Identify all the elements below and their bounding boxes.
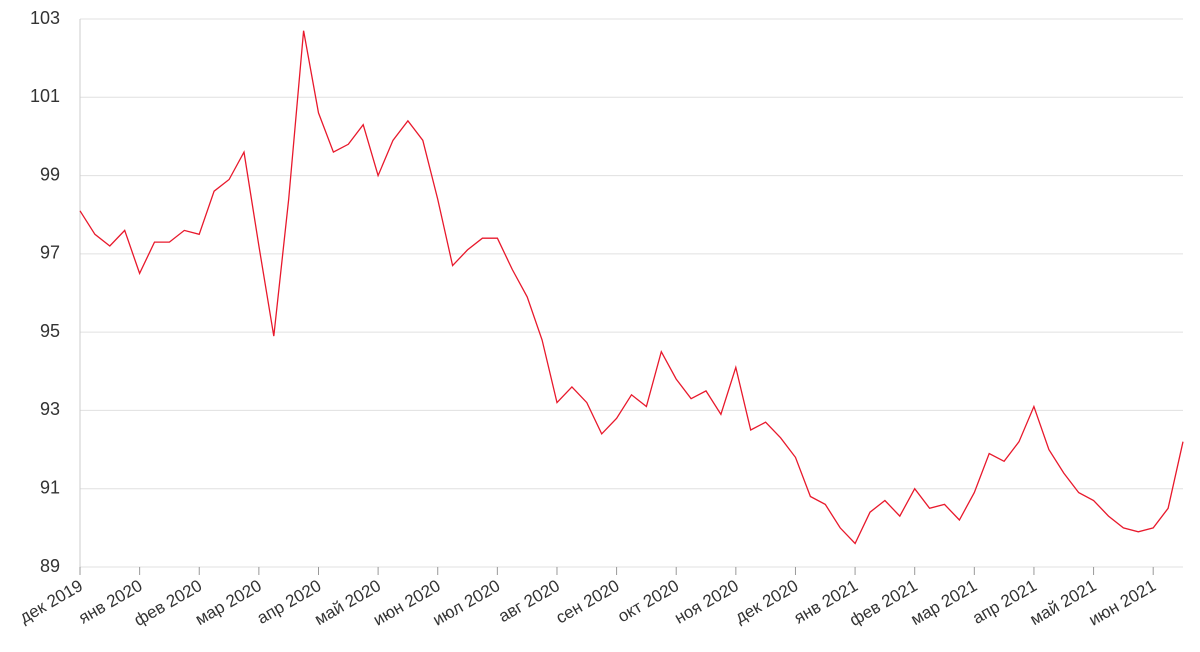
x-tick-label: ноя 2020: [671, 576, 742, 628]
x-tick-label: апр 2021: [969, 576, 1040, 628]
x-tick-label: май 2021: [1027, 576, 1100, 629]
x-tick-label: фев 2021: [846, 576, 920, 630]
y-tick-label: 97: [40, 243, 60, 263]
x-tick-label: июн 2020: [370, 576, 444, 630]
x-tick-label: июл 2020: [429, 576, 503, 630]
x-tick-label: апр 2020: [254, 576, 325, 628]
x-tick-label: дек 2019: [16, 576, 86, 627]
line: [79, 30, 1184, 545]
x-tick-label: июн 2021: [1085, 576, 1159, 630]
x-tick-label: авг 2020: [495, 576, 563, 626]
x-tick-label: фев 2020: [131, 576, 205, 630]
y-tick-label: 99: [40, 164, 60, 184]
x-tick-label: окт 2020: [614, 576, 682, 626]
y-tick-label: 95: [40, 321, 60, 341]
y-tick-label: 103: [30, 8, 60, 28]
x-tick-label: сен 2020: [553, 576, 623, 627]
y-tick-label: 91: [40, 477, 60, 497]
y-tick-label: 89: [40, 556, 60, 576]
y-tick-label: 93: [40, 399, 60, 419]
x-tick-label: мар 2021: [907, 576, 980, 629]
y-tick-label: 101: [30, 86, 60, 106]
x-tick-label: мар 2020: [192, 576, 265, 629]
x-tick-label: май 2020: [311, 576, 384, 629]
x-tick-label: дек 2020: [732, 576, 802, 627]
